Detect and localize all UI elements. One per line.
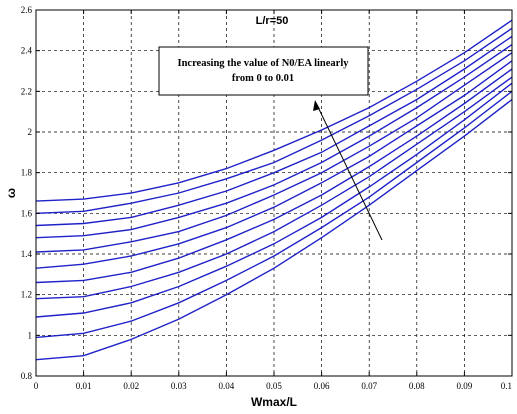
x-tick-label: 0.06 bbox=[314, 381, 330, 391]
series-line-8 bbox=[35, 44, 513, 239]
series-line-5 bbox=[35, 68, 513, 284]
y-axis-label: ω bbox=[4, 188, 18, 198]
series-line-9 bbox=[35, 35, 513, 227]
annotation-box bbox=[158, 46, 369, 96]
x-tick-label: 0.05 bbox=[266, 381, 282, 391]
series-line-1 bbox=[35, 98, 513, 361]
annotation-arrow bbox=[313, 100, 383, 241]
series-line-10 bbox=[35, 27, 513, 214]
y-tick-label: 2.4 bbox=[21, 46, 33, 56]
annotation-line-2: from 0 to 0.01 bbox=[232, 73, 294, 84]
y-ticks: 0.8 1 1.2 1.4 1.6 1.8 2 2.2 2.4 2.6 bbox=[21, 5, 512, 381]
y-tick-label: 1 bbox=[28, 330, 33, 340]
y-tick-label: 1.8 bbox=[21, 168, 33, 178]
y-tick-label: 1.2 bbox=[21, 290, 32, 300]
y-tick-label: 0.8 bbox=[21, 371, 33, 381]
series-line-2 bbox=[35, 90, 513, 339]
x-tick-label: 0.1 bbox=[501, 381, 512, 391]
x-tick-label: 0.07 bbox=[361, 381, 377, 391]
series-group bbox=[35, 19, 513, 361]
series-line-3 bbox=[35, 82, 513, 318]
x-tick-label: 0 bbox=[34, 381, 39, 391]
x-tick-label: 0.04 bbox=[219, 381, 235, 391]
x-tick-label: 0.03 bbox=[171, 381, 187, 391]
x-tick-label: 0.09 bbox=[457, 381, 473, 391]
y-tick-label: 2.2 bbox=[21, 86, 32, 96]
series-line-6 bbox=[35, 60, 513, 269]
y-tick-label: 2.6 bbox=[21, 5, 33, 15]
y-tick-label: 2 bbox=[28, 127, 33, 137]
chart-title: L/r=50 bbox=[256, 15, 289, 27]
series-line-11 bbox=[35, 19, 513, 202]
series-line-7 bbox=[35, 52, 513, 253]
series-line-4 bbox=[35, 76, 513, 300]
x-ticks: 0 0.01 0.02 0.03 0.04 0.05 0.06 0.07 0.08 0.09 0.1 bbox=[34, 10, 513, 391]
annotation-line-1: Increasing the value of N0/EA linearly bbox=[177, 58, 349, 69]
x-tick-label: 0.08 bbox=[409, 381, 425, 391]
x-tick-label: 0.01 bbox=[76, 381, 92, 391]
y-tick-label: 1.4 bbox=[21, 249, 33, 259]
x-axis-label: Wmax/L bbox=[251, 395, 297, 409]
x-tick-label: 0.02 bbox=[123, 381, 139, 391]
y-tick-label: 1.6 bbox=[21, 208, 33, 218]
